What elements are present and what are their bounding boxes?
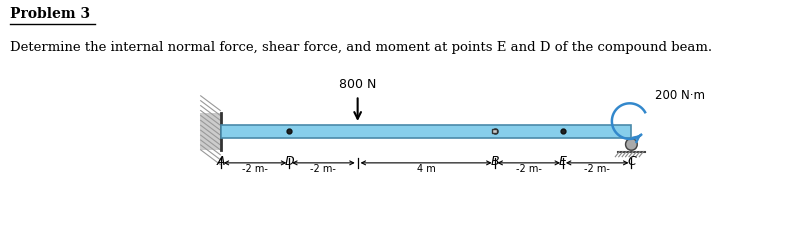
Text: -2 m-: -2 m-: [584, 164, 610, 174]
Text: -2 m-: -2 m-: [310, 164, 336, 174]
Text: D: D: [284, 155, 294, 168]
Text: 4 m: 4 m: [417, 164, 436, 174]
Text: C: C: [627, 155, 636, 168]
Circle shape: [625, 139, 638, 150]
Text: -2 m-: -2 m-: [516, 164, 541, 174]
Text: -2 m-: -2 m-: [242, 164, 268, 174]
Text: A: A: [217, 155, 225, 168]
Bar: [492, 129, 497, 134]
Bar: [221, 125, 631, 138]
Text: Problem 3: Problem 3: [10, 7, 90, 21]
Text: B: B: [490, 155, 499, 168]
Text: 800 N: 800 N: [339, 78, 377, 91]
Text: 200 N·m: 200 N·m: [655, 89, 705, 102]
Text: Determine the internal normal force, shear force, and moment at points E and D o: Determine the internal normal force, she…: [10, 41, 712, 54]
Bar: [200, 113, 221, 150]
Text: E: E: [559, 155, 567, 168]
